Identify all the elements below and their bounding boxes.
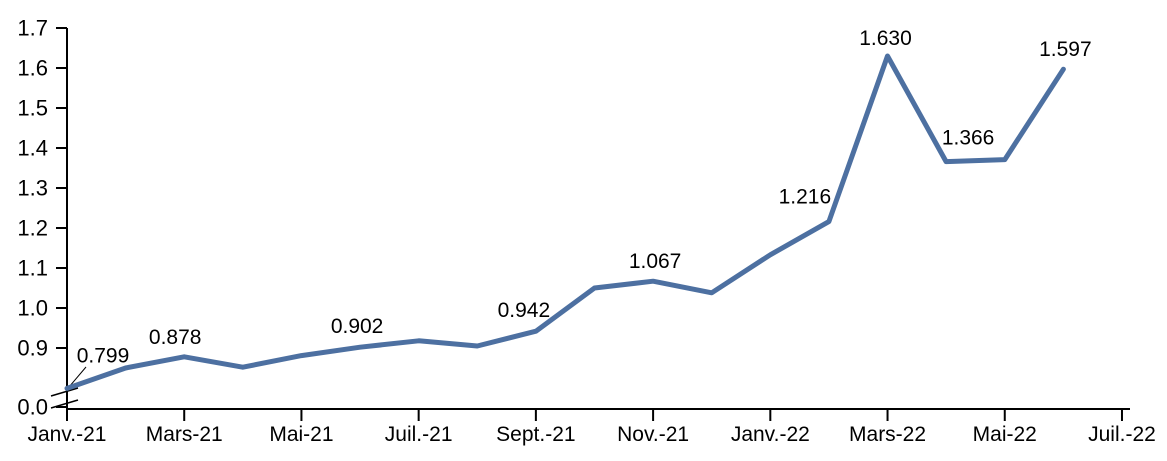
data-point-label: 1.216 [779, 186, 832, 209]
data-point-label: 0.902 [331, 315, 384, 338]
x-tick-label: Juil.-21 [385, 423, 453, 446]
data-point-label: 1.366 [942, 127, 995, 150]
x-tick-label: Sept.-21 [496, 423, 575, 446]
x-tick-label: Juil.-22 [1088, 423, 1156, 446]
y-tick-label: 1.2 [17, 216, 48, 241]
data-point-label: 0.799 [77, 344, 130, 367]
data-series-line [64, 53, 1066, 391]
y-tick-label: 1.6 [17, 56, 48, 81]
y-tick-label: 1.5 [17, 96, 48, 121]
data-label-leader-line [68, 366, 87, 388]
y-tick-label: 1.7 [17, 16, 48, 41]
x-tick-label: Mars-21 [146, 423, 223, 446]
data-point-label: 1.630 [859, 27, 912, 50]
data-point-label: 0.942 [498, 299, 551, 322]
y-tick-label: 1.1 [17, 256, 48, 281]
x-tick-label: Janv.-22 [731, 423, 810, 446]
x-tick-label: Mai-21 [269, 423, 333, 446]
axis-break-slash [50, 387, 79, 397]
data-point-label: 1.067 [629, 250, 682, 273]
axis-break-slash [50, 399, 79, 409]
y-tick-label: 1.0 [17, 296, 48, 321]
x-tick-label: Nov.-21 [617, 423, 689, 446]
y-tick-label: 1.4 [17, 136, 48, 161]
x-tick-label: Mars-22 [849, 423, 926, 446]
y-tick-label: 0.9 [17, 336, 48, 361]
data-point-label: 0.878 [149, 326, 202, 349]
data-point-label: 1.597 [1039, 38, 1092, 61]
y-tick-label: 0.0 [17, 395, 48, 420]
x-tick-label: Mai-22 [973, 423, 1037, 446]
x-tick-label: Janv.-21 [28, 423, 107, 446]
y-tick-label: 1.3 [17, 176, 48, 201]
